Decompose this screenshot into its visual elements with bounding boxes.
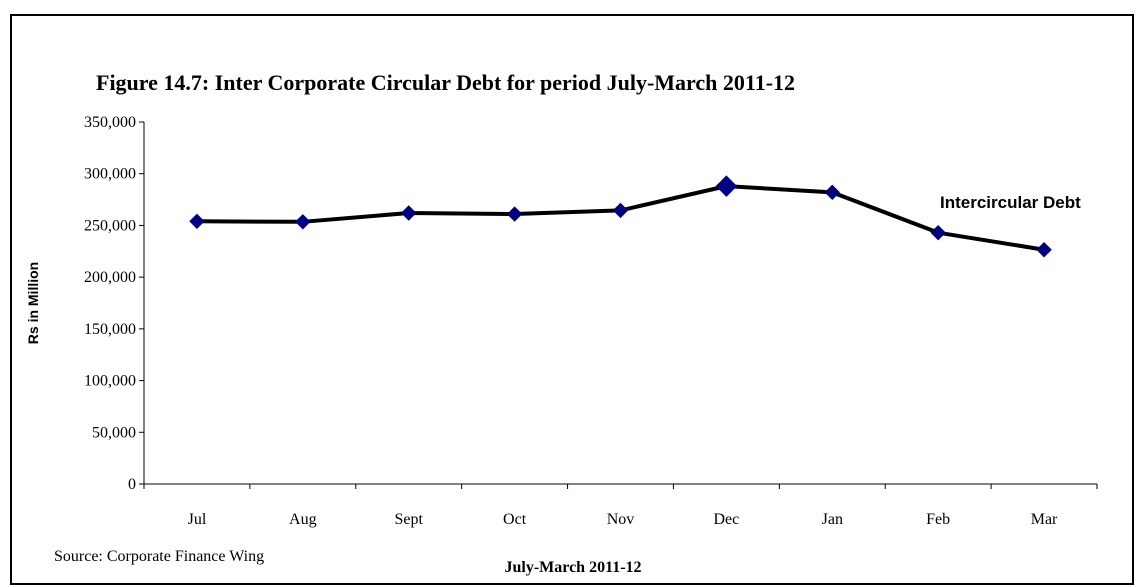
- data-point-marker: [295, 214, 311, 230]
- data-point-marker: [1036, 242, 1052, 258]
- x-tick-label: Nov: [607, 511, 635, 528]
- x-tick-label: Jul: [188, 511, 207, 528]
- x-tick-label: Jan: [822, 511, 843, 528]
- chart-axes: [143, 122, 1097, 485]
- data-point-marker: [401, 205, 417, 221]
- y-tick-label: 250,000: [84, 217, 136, 234]
- chart-title: Figure 14.7: Inter Corporate Circular De…: [96, 70, 796, 95]
- data-point-marker: [930, 224, 946, 241]
- y-tick-label: 100,000: [84, 373, 136, 390]
- x-axis-label: July-March 2011-12: [504, 559, 641, 576]
- data-point-marker: [612, 202, 629, 219]
- y-axis-label: Rs in Million: [25, 262, 41, 344]
- y-tick-label: 50,000: [92, 424, 136, 441]
- x-tick-label: Aug: [289, 511, 317, 528]
- y-tick-label: 150,000: [84, 321, 136, 338]
- source-note: Source: Corporate Finance Wing: [54, 548, 265, 565]
- y-tick-label: 0: [128, 476, 136, 493]
- data-point-marker: [715, 175, 738, 197]
- y-tick-label: 300,000: [84, 166, 136, 183]
- x-tick-label: Oct: [503, 511, 527, 528]
- x-tick-label: Dec: [714, 511, 740, 528]
- y-tick-label: 350,000: [84, 114, 136, 131]
- data-point-marker: [189, 213, 205, 229]
- y-tick-label: 200,000: [84, 269, 136, 286]
- series-label: Intercircular Debt: [940, 193, 1081, 212]
- chart-frame: [10, 14, 1134, 585]
- x-tick-label: Feb: [926, 511, 950, 528]
- x-tick-label: Mar: [1031, 511, 1058, 528]
- data-point-marker: [824, 184, 840, 201]
- data-point-marker: [506, 206, 523, 222]
- series-group: [189, 175, 1052, 258]
- y-axis-ticks: 0 50,000 100,000 150,000 200,000 250,000 300,0…: [84, 114, 144, 493]
- x-tick-label: Sept: [394, 511, 423, 528]
- x-axis-ticks: Jul Aug Sept Oct Nov Dec Jan Feb Mar: [143, 484, 1098, 528]
